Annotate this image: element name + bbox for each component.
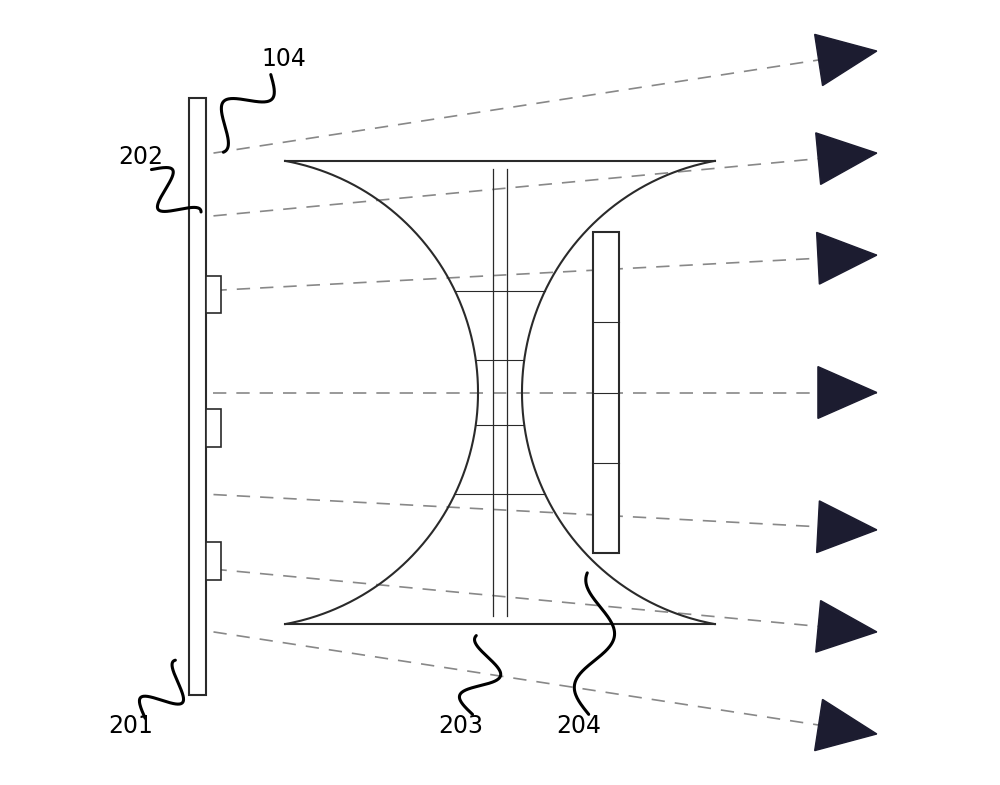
Text: 201: 201 [109, 714, 153, 738]
Polygon shape [818, 367, 877, 418]
Polygon shape [816, 601, 877, 652]
Polygon shape [816, 133, 877, 184]
Bar [206, 409, 221, 447]
Bar [206, 276, 221, 313]
Text: 203: 203 [438, 714, 483, 738]
Bar [206, 542, 221, 580]
Bar [189, 98, 206, 695]
Text: 204: 204 [556, 714, 601, 738]
Text: 104: 104 [262, 47, 307, 71]
Polygon shape [815, 35, 877, 86]
Bar [593, 232, 619, 553]
Polygon shape [815, 699, 877, 750]
Polygon shape [817, 232, 877, 284]
Text: 202: 202 [118, 145, 163, 169]
Polygon shape [817, 501, 877, 553]
